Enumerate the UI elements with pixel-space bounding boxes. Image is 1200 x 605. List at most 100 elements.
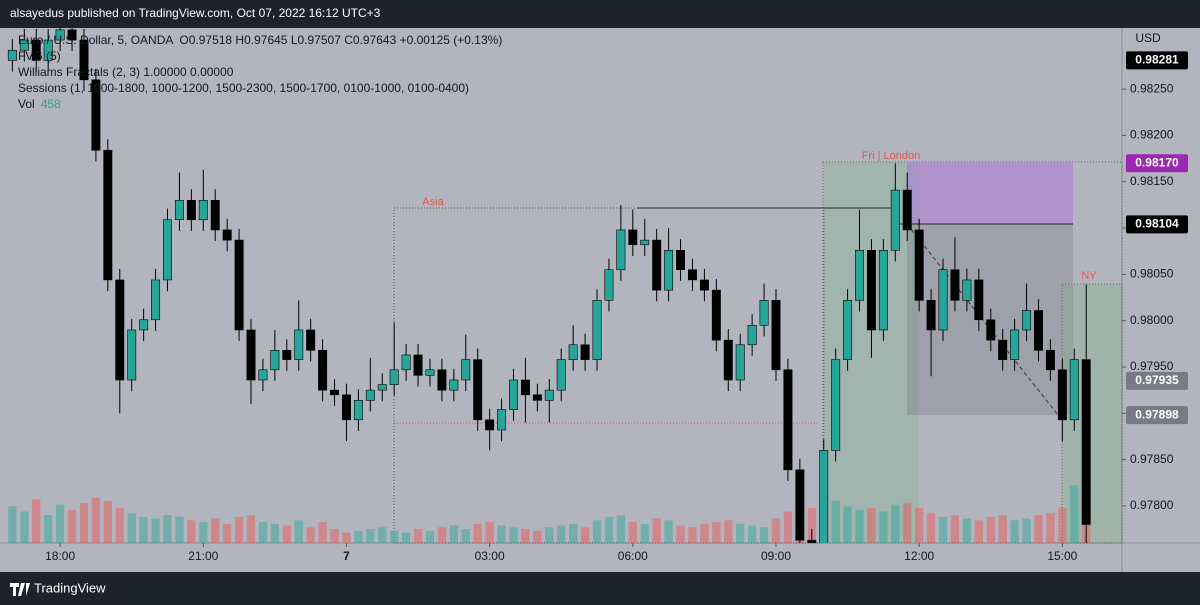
candle-body: [592, 300, 602, 360]
candle-body: [509, 379, 518, 410]
candle-body: [926, 300, 936, 331]
session-label: Asia: [422, 196, 444, 208]
volume-bar: [545, 527, 554, 543]
y-tick-label: 0.97850: [1130, 452, 1174, 466]
candle-body: [831, 359, 841, 451]
volume-bar: [509, 527, 518, 543]
header-bar: [0, 0, 1200, 28]
price-marker-label: 0.98104: [1135, 217, 1179, 231]
volume-bar: [831, 501, 840, 543]
candle-body: [67, 29, 77, 41]
volume-bar: [115, 508, 124, 543]
volume-bar: [211, 518, 220, 543]
volume-bar: [771, 518, 781, 543]
volume-bar: [1034, 515, 1043, 543]
volume-bar: [747, 525, 757, 543]
volume-bar: [378, 527, 387, 543]
candle-body: [532, 394, 542, 401]
volume-bar: [962, 518, 972, 543]
volume-name: Vol: [18, 97, 35, 111]
candle-body: [353, 400, 363, 421]
volume-bar: [44, 515, 53, 543]
candle-body: [31, 39, 41, 61]
volume-bar: [163, 515, 172, 543]
price-marker-label: 0.98170: [1135, 155, 1179, 169]
premium-zone: [907, 162, 1073, 224]
candle-body: [425, 369, 435, 376]
candle-body: [163, 219, 172, 281]
candle-body: [974, 279, 984, 321]
volume-bar: [318, 522, 327, 543]
price-marker: [1126, 215, 1188, 234]
volume-bar: [568, 523, 578, 543]
volume-bar: [1022, 518, 1031, 543]
volume-bar: [1070, 485, 1079, 543]
y-tick-label: 0.98150: [1130, 174, 1174, 188]
volume-bar: [521, 529, 530, 543]
candle-body: [950, 269, 960, 301]
indicator: Williams Fractals (2, 3) 1.00000 0.00000: [18, 65, 234, 79]
london-session-outline: [822, 161, 1123, 544]
candle-body: [330, 389, 340, 396]
candle-body: [986, 319, 996, 341]
candle-body: [401, 354, 411, 371]
candle-body: [1045, 350, 1055, 371]
candle-body: [413, 354, 423, 376]
volume-bar: [437, 527, 447, 543]
volume-bar: [413, 529, 423, 543]
candle-body: [783, 369, 793, 471]
candle-body: [127, 329, 137, 381]
volume-bar: [55, 504, 65, 543]
volume-bar: [557, 525, 566, 543]
volume-bar: [664, 520, 673, 543]
volume-bar: [103, 501, 113, 543]
candle-body: [998, 339, 1008, 360]
volume-bar: [938, 516, 948, 543]
ny-session-box: [1061, 283, 1123, 544]
indicator: FVG (5): [18, 49, 61, 63]
candle-body: [938, 269, 948, 331]
currency: USD: [1135, 31, 1161, 45]
candle-body: [687, 269, 697, 281]
volume-bar: [592, 520, 602, 543]
candle-body: [556, 359, 566, 391]
candle-body: [843, 300, 853, 360]
candle-body: [270, 350, 280, 371]
price-marker: [1126, 371, 1188, 390]
candle-body: [628, 229, 638, 246]
volume-bar: [306, 527, 315, 543]
candle-body: [1034, 310, 1043, 351]
candle-body: [437, 369, 447, 391]
x-tick-label: 06:00: [618, 549, 648, 563]
candle-body: [55, 29, 65, 41]
candle-body: [723, 339, 733, 381]
volume-bar: [425, 530, 435, 543]
volume-bar: [700, 523, 709, 543]
candle-body: [115, 279, 125, 381]
candle-body: [294, 329, 304, 360]
candle-body: [485, 419, 495, 431]
volume-bar: [604, 516, 614, 543]
volume-bar: [724, 520, 733, 543]
x-tick-label: 15:00: [1047, 549, 1077, 563]
candle-body: [664, 250, 674, 291]
volume-bar: [199, 522, 208, 543]
volume-bar: [330, 529, 339, 543]
candle-body: [1022, 310, 1032, 331]
price-marker: [1126, 51, 1188, 70]
candle-body: [807, 539, 817, 543]
volume-bar: [461, 529, 470, 543]
volume-bar: [783, 511, 793, 543]
candle-body: [210, 199, 220, 231]
candle-body: [520, 379, 530, 396]
header-text: alsayedus published on TradingView.com, …: [10, 6, 381, 20]
indicator: Sessions (1, 1000-1800, 1000-1200, 1500-…: [18, 81, 469, 95]
candle-body: [449, 379, 459, 391]
x-tick-label: 12:00: [904, 549, 934, 563]
volume-bar: [401, 532, 411, 543]
candle-body: [318, 350, 328, 391]
x-tick-label: 03:00: [475, 549, 505, 563]
volume-bar: [127, 513, 136, 543]
volume-bar: [449, 525, 459, 543]
legend-line: Euro / U.S. Dollar, 5, OANDA O0.97518 H0.…: [18, 33, 502, 47]
